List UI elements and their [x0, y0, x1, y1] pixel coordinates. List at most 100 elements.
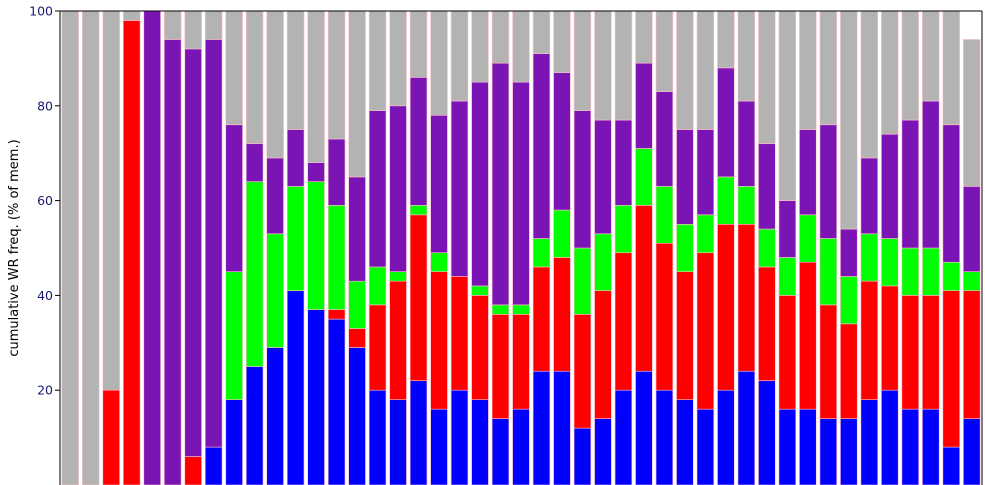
- bar-segment-41-series-2: [881, 285, 899, 391]
- bar-segment-29-series-5: [635, 10, 653, 64]
- bar-segment-35-series-5: [758, 10, 776, 145]
- bar-segment-40-series-3: [860, 233, 879, 282]
- bar-segment-19-series-4: [430, 114, 448, 254]
- bar-segment-34-series-2: [737, 224, 756, 372]
- y-tick-label-40: 40: [37, 288, 53, 303]
- bar-segment-37-series-4: [799, 129, 817, 216]
- bar-segment-37-series-5: [799, 10, 817, 130]
- bar-segment-33-series-5: [717, 10, 735, 69]
- bar-segment-43-series-4: [922, 100, 940, 249]
- bar-segment-13-series-5: [307, 10, 325, 163]
- bar-segment-25-series-1: [553, 370, 571, 485]
- bar-segment-32-series-1: [696, 408, 715, 485]
- bar-segment-37-series-2: [799, 261, 817, 410]
- bar-segment-16-series-3: [368, 266, 387, 306]
- bar-segment-1-series-5: [61, 10, 79, 485]
- bar-segment-36-series-3: [778, 257, 797, 296]
- bar-segment-12-series-5: [286, 10, 305, 130]
- bar-segment-10-series-4: [245, 143, 264, 182]
- bar-segment-18-series-2: [409, 214, 428, 382]
- bar-segment-4-series-2: [123, 20, 141, 485]
- bar-segment-7-series-4: [184, 48, 202, 457]
- bar-segment-10-series-5: [245, 10, 264, 145]
- bar-segment-17-series-4: [389, 105, 407, 272]
- bar-segment-19-series-5: [430, 10, 448, 116]
- bar-segment-38-series-5: [819, 10, 838, 126]
- bar-segment-42-series-3: [901, 247, 919, 296]
- bars-group: [61, 10, 981, 485]
- bar-segment-37-series-1: [799, 408, 817, 485]
- bar-segment-12-series-4: [286, 129, 305, 187]
- bar-segment-33-series-3: [717, 176, 735, 225]
- bar-segment-32-series-3: [696, 214, 715, 254]
- bar-segment-23-series-3: [512, 304, 530, 315]
- bar-segment-11-series-5: [266, 10, 284, 159]
- bar-segment-9-series-3: [225, 271, 243, 400]
- bar-segment-33-series-2: [717, 224, 735, 391]
- bar-segment-40-series-2: [860, 280, 879, 400]
- bar-segment-20-series-4: [450, 100, 469, 277]
- bar-segment-23-series-5: [512, 10, 530, 83]
- bar-segment-25-series-3: [553, 209, 571, 258]
- bar-segment-22-series-1: [491, 418, 510, 485]
- bar-segment-14-series-4: [327, 138, 346, 206]
- bar-segment-7-series-5: [184, 10, 202, 50]
- bar-segment-31-series-1: [676, 399, 694, 485]
- bar-segment-31-series-4: [676, 129, 694, 225]
- bar-segment-10-series-1: [245, 366, 264, 485]
- bar-segment-38-series-4: [819, 124, 838, 239]
- bar-segment-9-series-4: [225, 124, 243, 273]
- bar-segment-21-series-1: [471, 399, 489, 485]
- bar-segment-16-series-4: [368, 110, 387, 268]
- bar-segment-29-series-4: [635, 62, 653, 149]
- bar-segment-20-series-1: [450, 389, 469, 485]
- bar-segment-32-series-4: [696, 129, 715, 216]
- bar-segment-14-series-5: [327, 10, 346, 140]
- bar-segment-15-series-1: [348, 347, 366, 485]
- y-axis-ticks: 20 40 60 80 100: [29, 4, 60, 398]
- bar-segment-39-series-3: [840, 276, 858, 325]
- bar-segment-24-series-3: [532, 238, 551, 268]
- bar-segment-42-series-2: [901, 295, 919, 410]
- bar-segment-44-series-1: [942, 446, 960, 485]
- bar-segment-24-series-5: [532, 10, 551, 54]
- bar-segment-38-series-2: [819, 304, 838, 419]
- bar-segment-12-series-3: [286, 186, 305, 291]
- bar-segment-39-series-5: [840, 10, 858, 230]
- bar-segment-19-series-3: [430, 252, 448, 273]
- y-axis-label: cumulative WR freq. (% of mem.): [7, 139, 22, 356]
- bar-segment-25-series-2: [553, 257, 571, 372]
- bar-segment-31-series-3: [676, 224, 694, 273]
- bar-segment-15-series-4: [348, 176, 366, 282]
- bar-segment-42-series-5: [901, 10, 919, 121]
- bar-segment-25-series-5: [553, 10, 571, 73]
- bar-segment-41-series-5: [881, 10, 899, 135]
- bar-segment-32-series-5: [696, 10, 715, 130]
- bar-segment-35-series-1: [758, 380, 776, 485]
- bar-segment-45-series-3: [963, 271, 981, 291]
- bar-segment-10-series-3: [245, 181, 264, 367]
- bar-segment-40-series-1: [860, 399, 879, 485]
- bar-segment-34-series-3: [737, 186, 756, 225]
- bar-segment-35-series-2: [758, 266, 776, 382]
- bar-segment-18-series-4: [409, 77, 428, 206]
- bar-segment-21-series-5: [471, 10, 489, 83]
- bar-segment-29-series-2: [635, 205, 653, 372]
- bar-segment-43-series-2: [922, 295, 940, 410]
- bar-segment-27-series-2: [594, 290, 612, 419]
- bar-segment-41-series-3: [881, 238, 899, 287]
- bar-segment-23-series-1: [512, 408, 530, 485]
- y-tick-label-20: 20: [37, 383, 53, 398]
- bar-segment-36-series-2: [778, 295, 797, 410]
- bar-segment-26-series-2: [573, 314, 592, 429]
- bar-segment-30-series-3: [655, 186, 674, 244]
- bar-segment-30-series-5: [655, 10, 674, 92]
- bar-segment-45-series-1: [963, 418, 981, 485]
- bar-segment-11-series-1: [266, 347, 284, 485]
- bar-segment-9-series-5: [225, 10, 243, 126]
- bar-segment-40-series-5: [860, 10, 879, 159]
- bar-segment-22-series-2: [491, 314, 510, 419]
- bar-segment-39-series-1: [840, 418, 858, 485]
- bar-segment-11-series-4: [266, 157, 284, 235]
